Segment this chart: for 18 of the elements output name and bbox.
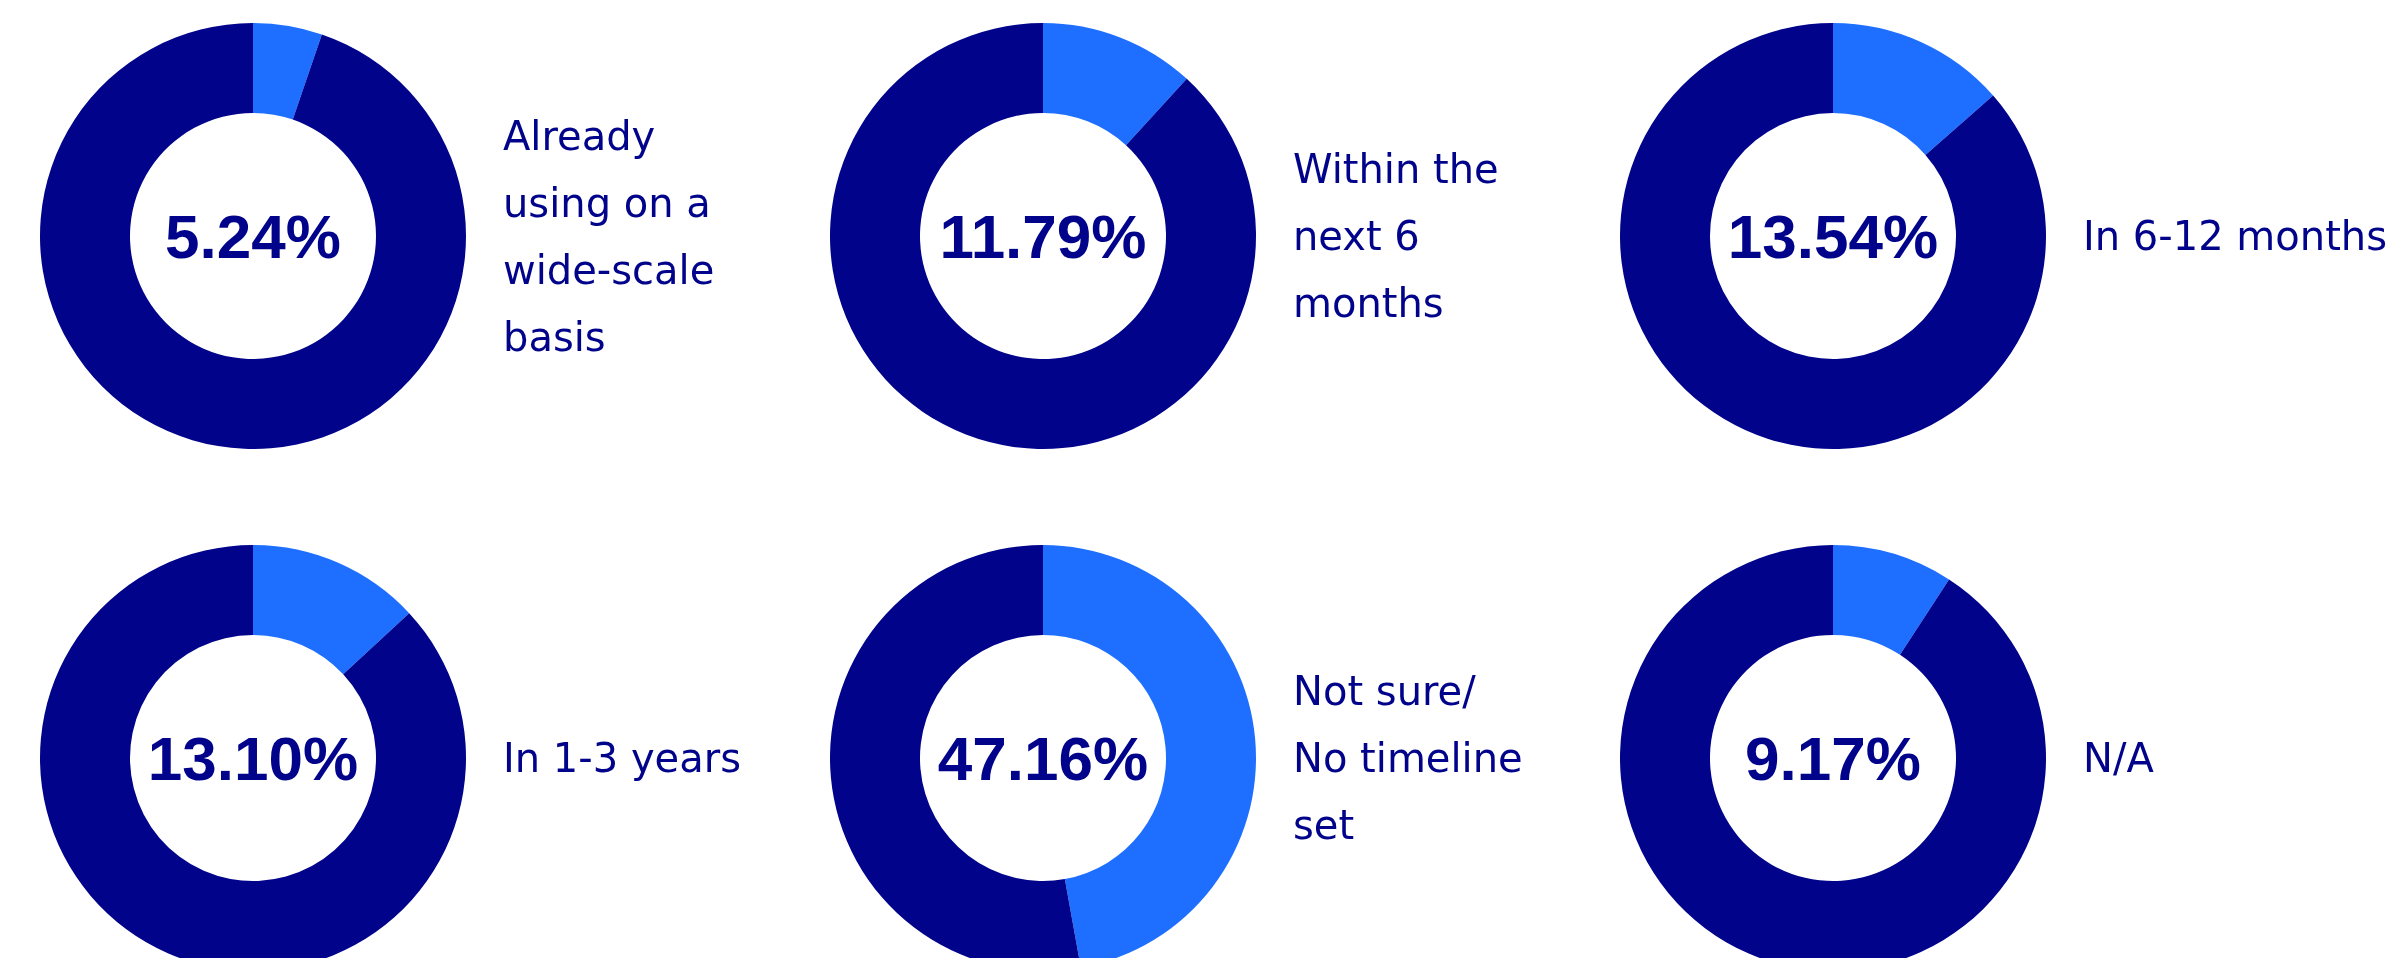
text: In 1-3 years — [503, 735, 741, 782]
donut-slice — [1833, 23, 1994, 155]
text: N/A — [2083, 735, 2155, 782]
text: 47.16% — [937, 724, 1149, 794]
text: 13.54% — [1727, 202, 1939, 272]
text: In 6-12 months — [2083, 213, 2388, 260]
donut-slice — [1043, 23, 1187, 146]
donut-slice — [40, 23, 466, 449]
text: Already using on a wide-scale basis — [503, 112, 715, 360]
text: 13.10% — [147, 724, 359, 794]
text: 11.79% — [939, 202, 1147, 272]
text: 5.24% — [165, 202, 341, 272]
donut-slice — [830, 23, 1256, 449]
text: Not sure/ No timeline set — [1293, 668, 1523, 849]
text: Within the next 6 months — [1293, 146, 1499, 327]
donut-slice — [1620, 23, 2046, 449]
donut-slice — [253, 23, 322, 120]
text: 9.17% — [1745, 724, 1921, 794]
